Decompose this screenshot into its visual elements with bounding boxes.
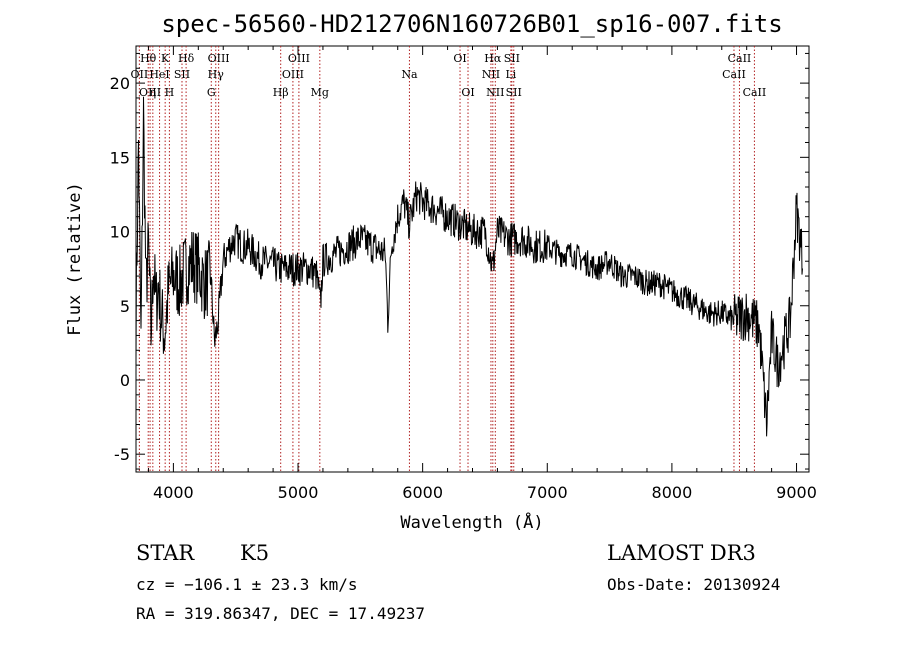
line-label: OI <box>453 52 466 65</box>
line-label: CaII <box>728 52 752 65</box>
chart-title: spec-56560-HD212706N160726B01_sp16-007.f… <box>161 10 782 38</box>
survey-name: LAMOST DR3 <box>607 541 756 565</box>
spectrum-line <box>135 96 803 437</box>
x-tick-label: 8000 <box>652 483 693 502</box>
line-label: CaII <box>722 68 746 81</box>
line-label: SII <box>504 52 520 65</box>
plot-frame <box>135 45 810 473</box>
line-label: OI <box>461 86 474 99</box>
x-tick-label: 7000 <box>527 483 568 502</box>
line-label: Na <box>401 68 418 81</box>
line-label: Hθ <box>140 52 157 65</box>
line-label: Hγ <box>208 68 225 81</box>
line-label: G <box>207 86 216 99</box>
line-label: OIII <box>208 52 230 65</box>
line-label: Hδ <box>178 52 195 65</box>
y-tick-label: -5 <box>114 445 130 464</box>
spectral-line-markers <box>138 46 755 472</box>
line-label: NII <box>482 68 500 81</box>
y-tick-label: 0 <box>120 371 130 390</box>
line-label: Hβ <box>273 86 289 99</box>
x-tick-label: 4000 <box>153 483 194 502</box>
x-tick-label: 5000 <box>278 483 319 502</box>
y-axis: -5 0 5 10 15 20 <box>110 52 809 470</box>
line-label: CaII <box>743 86 767 99</box>
line-label: SII <box>506 86 522 99</box>
x-tick-label: 9000 <box>776 483 817 502</box>
x-axis-label: Wavelength (Å) <box>400 511 543 533</box>
y-tick-label: 5 <box>120 297 130 316</box>
line-label: η <box>150 86 157 99</box>
object-subclass: K5 <box>240 541 269 565</box>
y-tick-label: 10 <box>110 223 130 242</box>
coordinates: RA = 319.86347, DEC = 17.49237 <box>136 604 425 623</box>
y-tick-label: 20 <box>110 74 130 93</box>
line-label: OII <box>131 68 149 81</box>
line-label: H <box>165 86 175 99</box>
line-label: Hα <box>484 52 502 65</box>
line-label: OIII <box>282 68 304 81</box>
line-label: SII <box>174 68 190 81</box>
x-axis: 4000 5000 6000 7000 8000 9000 <box>147 46 817 502</box>
obs-date: Obs-Date: 20130924 <box>607 575 780 594</box>
line-label: NII <box>486 86 504 99</box>
redshift-cz: cz = −106.1 ± 23.3 km/s <box>136 575 358 594</box>
line-label: K <box>161 52 170 65</box>
y-tick-label: 15 <box>110 148 130 167</box>
line-label: Li <box>505 68 516 81</box>
spectrum-series <box>135 96 803 437</box>
line-label: OIII <box>139 86 161 99</box>
spectral-line-labels: OII Hθ OIII HeI η K H SII Hδ G Hγ OIII Hβ OIII OIII Mg N… <box>131 52 767 99</box>
line-label: OIII <box>288 52 310 65</box>
line-label: Mg <box>311 86 329 99</box>
line-label: HeI <box>149 68 169 81</box>
y-axis-label: Flux (relative) <box>65 182 85 336</box>
object-class: STAR <box>136 541 195 565</box>
x-tick-label: 6000 <box>402 483 443 502</box>
